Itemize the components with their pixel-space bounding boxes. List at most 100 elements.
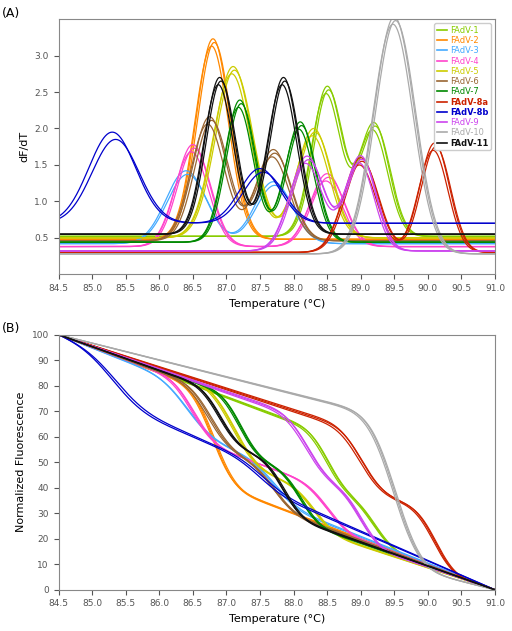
FAdV-10 — [309, 250, 315, 257]
FAdV-4 — [387, 243, 393, 251]
FAdV-11 — [492, 230, 498, 238]
FAdV-10 — [333, 246, 339, 254]
FAdV-5 — [82, 234, 89, 242]
FAdV-10 — [391, 13, 397, 21]
FAdV-5 — [492, 234, 498, 242]
FAdV-1 — [432, 233, 438, 240]
FAdV-9 — [82, 247, 89, 255]
FAdV-8b — [334, 220, 340, 227]
FAdV-5 — [230, 62, 237, 70]
Line: FAdV-8a: FAdV-8a — [58, 143, 495, 252]
FAdV-1 — [82, 233, 89, 240]
FAdV-2 — [492, 235, 498, 243]
FAdV-6 — [492, 237, 498, 245]
FAdV-5 — [55, 234, 61, 242]
FAdV-1 — [492, 233, 498, 240]
Line: FAdV-11: FAdV-11 — [58, 78, 495, 234]
FAdV-1 — [309, 144, 315, 151]
FAdV-11 — [55, 230, 61, 238]
FAdV-7 — [387, 239, 393, 246]
FAdV-8a — [82, 249, 89, 256]
FAdV-8b — [432, 220, 438, 227]
X-axis label: Temperature (°C): Temperature (°C) — [229, 614, 325, 624]
FAdV-8a — [333, 215, 339, 223]
FAdV-4 — [321, 171, 327, 179]
Text: (B): (B) — [2, 322, 20, 335]
FAdV-8b — [431, 220, 437, 227]
FAdV-8b — [492, 220, 498, 227]
FAdV-8a — [387, 226, 393, 233]
Line: FAdV-2: FAdV-2 — [58, 39, 495, 239]
FAdV-8a — [432, 139, 438, 147]
FAdV-10 — [55, 250, 61, 257]
FAdV-4 — [82, 243, 89, 251]
FAdV-6 — [55, 237, 61, 245]
FAdV-6 — [207, 113, 213, 121]
FAdV-6 — [82, 237, 89, 245]
FAdV-6 — [309, 231, 315, 239]
FAdV-11 — [321, 227, 327, 234]
Line: FAdV-7: FAdV-7 — [58, 100, 495, 242]
FAdV-9 — [309, 156, 315, 163]
FAdV-3 — [309, 233, 315, 240]
FAdV-10 — [387, 20, 393, 27]
FAdV-2 — [387, 235, 393, 243]
FAdV-1 — [324, 83, 330, 90]
FAdV-11 — [309, 208, 315, 215]
FAdV-6 — [432, 237, 438, 245]
FAdV-5 — [432, 234, 438, 242]
FAdV-3 — [492, 240, 498, 247]
FAdV-8b — [55, 213, 61, 220]
FAdV-2 — [210, 35, 216, 43]
Y-axis label: Normalized Fluorescence: Normalized Fluorescence — [16, 392, 26, 533]
FAdV-9 — [357, 152, 364, 160]
FAdV-4 — [492, 243, 498, 251]
FAdV-5 — [334, 192, 340, 200]
FAdV-11 — [432, 230, 438, 238]
FAdV-3 — [82, 240, 89, 247]
Line: FAdV-8b: FAdV-8b — [58, 132, 495, 223]
FAdV-2 — [309, 235, 315, 243]
FAdV-3 — [432, 240, 438, 247]
FAdV-3 — [334, 240, 340, 247]
FAdV-3 — [55, 240, 61, 247]
FAdV-8b — [82, 172, 89, 180]
FAdV-9 — [55, 247, 61, 255]
FAdV-9 — [387, 234, 393, 242]
X-axis label: Temperature (°C): Temperature (°C) — [229, 298, 325, 309]
FAdV-8a — [492, 249, 498, 256]
FAdV-6 — [387, 237, 393, 245]
FAdV-1 — [387, 170, 393, 177]
FAdV-9 — [432, 247, 438, 255]
Line: FAdV-9: FAdV-9 — [58, 156, 495, 251]
FAdV-10 — [321, 250, 327, 257]
FAdV-8a — [55, 249, 61, 256]
FAdV-7 — [432, 239, 438, 246]
FAdV-1 — [321, 87, 327, 95]
Line: FAdV-5: FAdV-5 — [58, 66, 495, 238]
Y-axis label: dF/dT: dF/dT — [19, 131, 29, 162]
FAdV-9 — [492, 247, 498, 255]
FAdV-8b — [321, 219, 327, 227]
FAdV-1 — [334, 109, 340, 117]
Legend: FAdV-1, FAdV-2, FAdV-3, FAdV-4, FAdV-5, FAdV-6, FAdV-7, FAdV-8a, FAdV-8b, FAdV-9: FAdV-1, FAdV-2, FAdV-3, FAdV-4, FAdV-5, … — [434, 23, 491, 150]
FAdV-7 — [321, 205, 327, 213]
FAdV-4 — [190, 141, 196, 148]
Line: FAdV-4: FAdV-4 — [58, 144, 495, 247]
FAdV-8a — [309, 247, 315, 255]
FAdV-10 — [432, 219, 438, 227]
FAdV-11 — [334, 230, 340, 238]
FAdV-4 — [471, 243, 477, 251]
Line: FAdV-10: FAdV-10 — [58, 17, 495, 254]
FAdV-8a — [431, 139, 437, 147]
FAdV-7 — [237, 97, 243, 104]
FAdV-11 — [82, 230, 89, 238]
FAdV-7 — [309, 153, 315, 161]
Line: FAdV-3: FAdV-3 — [58, 171, 495, 244]
FAdV-4 — [334, 182, 340, 189]
FAdV-8b — [109, 128, 115, 136]
FAdV-7 — [55, 239, 61, 246]
FAdV-6 — [334, 237, 340, 244]
FAdV-8b — [387, 220, 393, 227]
FAdV-10 — [82, 250, 89, 257]
